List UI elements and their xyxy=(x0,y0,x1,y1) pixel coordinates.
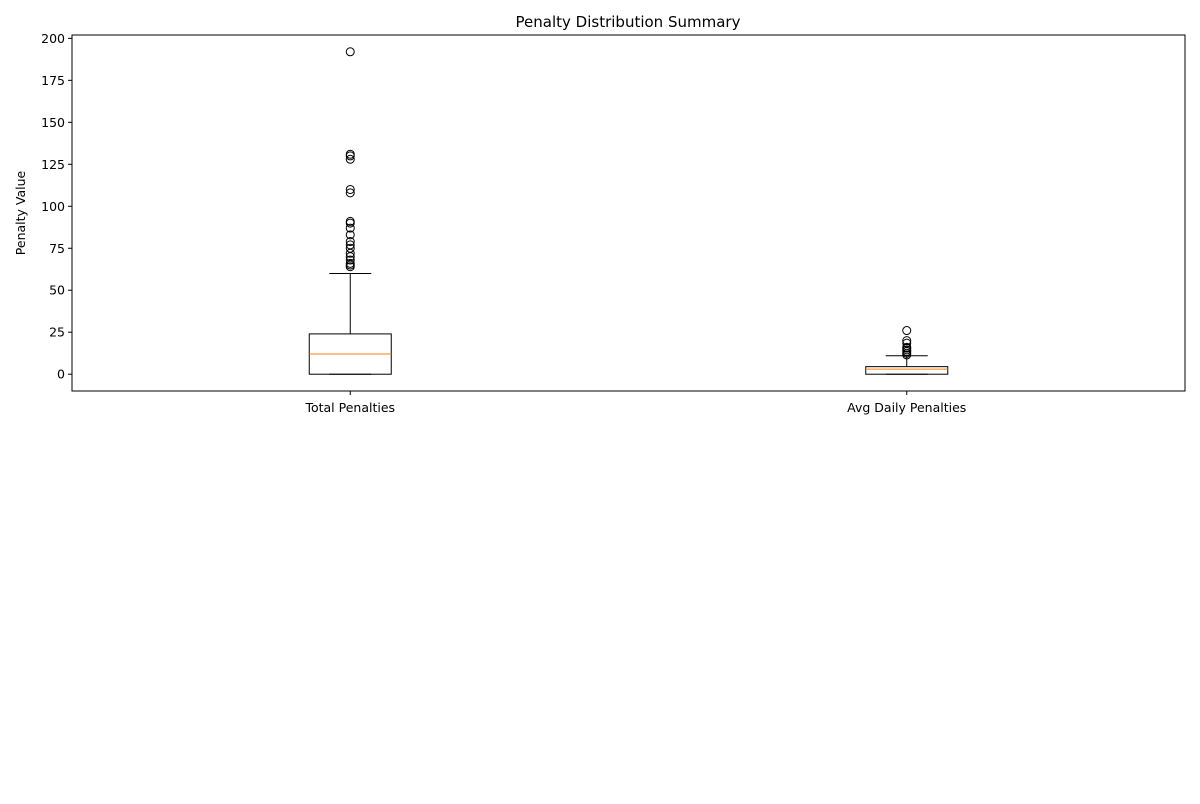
plot-area-frame xyxy=(71,34,1186,392)
y-tick-label: 150 xyxy=(41,115,65,130)
y-tick-label: 125 xyxy=(41,157,65,172)
outlier-point xyxy=(345,188,355,198)
outlier-point xyxy=(345,258,355,268)
y-tick-label: 0 xyxy=(57,367,65,382)
y-axis-label: Penalty Value xyxy=(13,170,28,255)
x-axis: Total Penalties Avg Daily Penalties xyxy=(304,391,966,415)
outlier-point xyxy=(345,243,355,253)
y-tick-label: 50 xyxy=(49,283,65,298)
x-tick-label: Avg Daily Penalties xyxy=(847,400,966,415)
y-tick-label: 200 xyxy=(41,31,65,46)
outlier-point xyxy=(345,184,355,194)
box-group xyxy=(865,326,949,375)
outlier-point xyxy=(345,223,355,233)
outlier-point xyxy=(345,154,355,164)
y-tick-label: 100 xyxy=(41,199,65,214)
outlier-point xyxy=(902,338,912,348)
y-tick-label: 75 xyxy=(49,241,65,256)
outlier-point xyxy=(902,336,912,346)
outlier-point xyxy=(902,326,912,336)
outlier-point xyxy=(345,237,355,247)
outlier-point xyxy=(345,230,355,240)
x-tick-label: Total Penalties xyxy=(304,400,395,415)
outlier-point xyxy=(345,149,355,159)
chart-title: Penalty Distribution Summary xyxy=(516,13,741,31)
box-series xyxy=(308,47,949,375)
y-tick-label: 25 xyxy=(49,325,65,340)
outlier-point xyxy=(345,255,355,265)
outlier-point xyxy=(345,240,355,250)
outlier-point xyxy=(345,216,355,226)
y-tick-label: 175 xyxy=(41,73,65,88)
box-group xyxy=(308,47,392,375)
y-axis: 0 25 50 75 100 125 150 175 200 xyxy=(41,31,72,382)
box-iqr xyxy=(865,366,949,375)
outlier-point xyxy=(345,47,355,57)
outlier-point xyxy=(902,342,912,352)
